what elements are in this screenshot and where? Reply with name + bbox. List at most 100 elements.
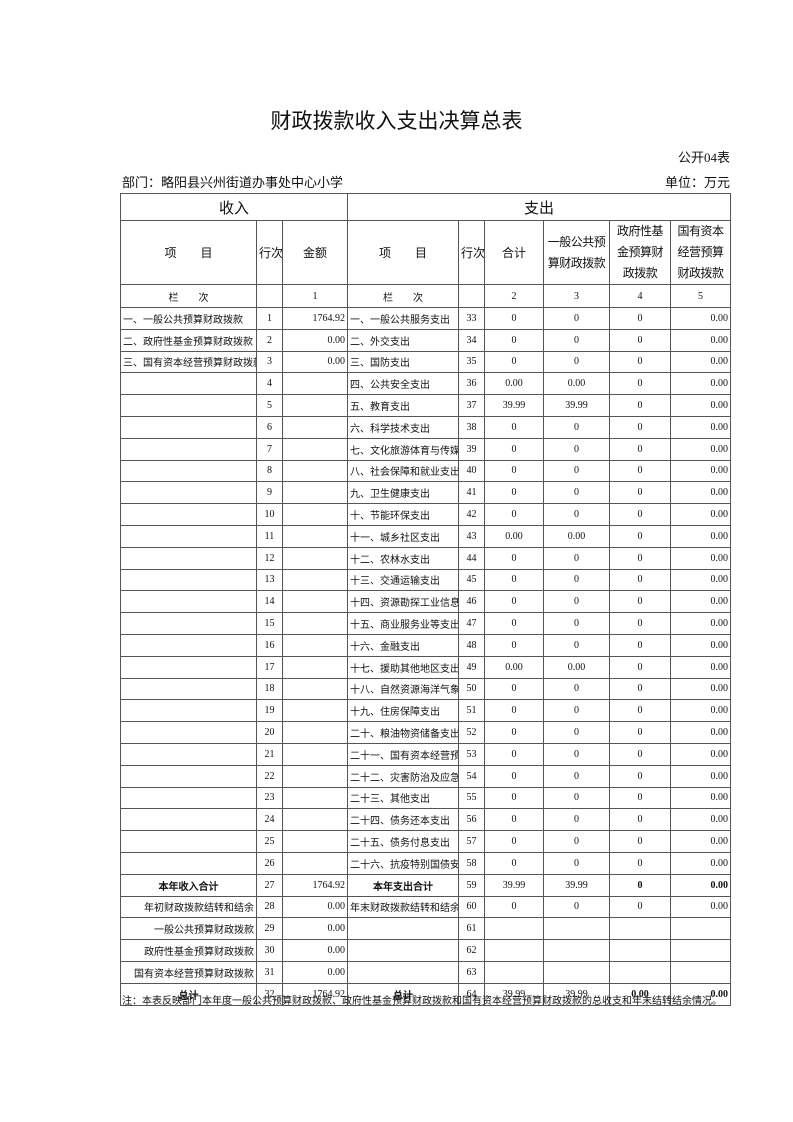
cell: 57 <box>458 830 485 853</box>
cell: 政府性基金预算财政拨款 <box>120 939 257 962</box>
cell: 0.00 <box>669 524 732 548</box>
cell: 0 <box>484 481 544 505</box>
cell: 4 <box>256 372 283 396</box>
cell: 12 <box>256 546 283 570</box>
cell: 本年支出合计 <box>347 873 459 897</box>
cell <box>347 960 459 984</box>
cell <box>609 917 671 941</box>
cell: 二十、粮油物资储备支出 <box>347 721 459 744</box>
cell <box>609 960 671 984</box>
cell: 0.00 <box>669 328 732 352</box>
cell: 0 <box>609 655 671 679</box>
cell <box>282 503 348 526</box>
cell: 八、社会保障和就业支出 <box>347 459 459 483</box>
cell <box>669 939 732 962</box>
row: 19 十九、住房保障支出 51 0 0 0 0.00 <box>120 699 732 723</box>
cell: 0.00 <box>669 742 732 766</box>
row: 年初财政拨款结转和结余 28 0.00 年末财政拨款结转和结余 60 0 0 0 0.00 <box>120 895 732 919</box>
cell <box>120 568 257 592</box>
cell: 十八、自然资源海洋气象等支出 <box>347 677 459 701</box>
cell: 0.00 <box>484 372 544 396</box>
cell: 34 <box>458 328 485 352</box>
cell: 20 <box>256 721 283 744</box>
cell: 十一、城乡社区支出 <box>347 524 459 548</box>
column-number: 4 <box>609 284 671 308</box>
cell: 31 <box>256 960 283 984</box>
cell <box>669 960 732 984</box>
cell: 39.99 <box>543 873 610 897</box>
cell <box>120 742 257 766</box>
row: 本年收入合计 27 1764.92 本年支出合计 59 39.99 39.99 0 0.00 <box>120 873 732 897</box>
row: 收入 支出 <box>120 193 732 221</box>
cell <box>669 917 732 941</box>
row: 4 四、公共安全支出 36 0.00 0.00 0 0.00 <box>120 372 732 396</box>
cell: 0 <box>543 808 610 832</box>
cell: 0 <box>609 372 671 396</box>
cell: 0.00 <box>669 808 732 832</box>
cell <box>282 851 348 875</box>
cell: 0 <box>543 633 610 657</box>
cell <box>282 612 348 635</box>
cell: 0.00 <box>282 350 348 374</box>
column-number: 2 <box>484 284 544 308</box>
cell <box>282 459 348 483</box>
cell: 二十六、抗疫特别国债安排的支出 <box>347 851 459 875</box>
cell: 0.00 <box>669 394 732 417</box>
cell: 0.00 <box>669 699 732 723</box>
cell: 0 <box>609 546 671 570</box>
column-header: 金额 <box>282 220 348 285</box>
cell <box>347 939 459 962</box>
cell: 0 <box>609 524 671 548</box>
cell: 3 <box>256 350 283 374</box>
cell: 39.99 <box>484 873 544 897</box>
row: 一、一般公共预算财政拨款 1 1764.92 一、一般公共服务支出 33 0 0 0 0.00 <box>120 307 732 330</box>
cell <box>282 721 348 744</box>
cell: 39.99 <box>484 982 544 1006</box>
cell: 十、节能环保支出 <box>347 503 459 526</box>
cell: 0 <box>609 503 671 526</box>
cell: 0 <box>609 328 671 352</box>
cell <box>120 590 257 614</box>
cell: 二十三、其他支出 <box>347 786 459 810</box>
cell: 41 <box>458 481 485 505</box>
cell <box>120 459 257 483</box>
column-header: 一般公共预算财政拨款 <box>543 220 610 285</box>
cell: 35 <box>458 350 485 374</box>
cell: 54 <box>458 764 485 788</box>
cell: 0.00 <box>669 481 732 505</box>
cell: 55 <box>458 786 485 810</box>
cell <box>282 655 348 679</box>
cell: 52 <box>458 721 485 744</box>
cell: 六、科学技术支出 <box>347 415 459 439</box>
cell: 0 <box>609 808 671 832</box>
cell: 0.00 <box>669 786 732 810</box>
cell: 本年收入合计 <box>120 873 257 897</box>
column-number <box>458 284 485 308</box>
cell: 14 <box>256 590 283 614</box>
cell: 0.00 <box>543 524 610 548</box>
cell: 30 <box>256 939 283 962</box>
cell: 33 <box>458 307 485 330</box>
cell: 0 <box>543 307 610 330</box>
cell <box>120 721 257 744</box>
column-header: 行次 <box>256 220 283 285</box>
cell: 0.00 <box>669 307 732 330</box>
cell: 0 <box>484 612 544 635</box>
cell <box>282 415 348 439</box>
cell: 国有资本经营预算财政拨款 <box>120 960 257 984</box>
cell: 0 <box>543 590 610 614</box>
cell: 0 <box>543 612 610 635</box>
cell: 五、教育支出 <box>347 394 459 417</box>
cell: 63 <box>458 960 485 984</box>
cell: 5 <box>256 394 283 417</box>
cell <box>282 677 348 701</box>
cell: 0 <box>543 721 610 744</box>
cell <box>282 742 348 766</box>
cell: 0 <box>543 328 610 352</box>
cell: 0 <box>484 786 544 810</box>
cell: 0.00 <box>669 895 732 919</box>
row: 13 十三、交通运输支出 45 0 0 0 0.00 <box>120 568 732 592</box>
form-code: 公开04表 <box>677 150 730 165</box>
cell: 二十五、债务付息支出 <box>347 830 459 853</box>
